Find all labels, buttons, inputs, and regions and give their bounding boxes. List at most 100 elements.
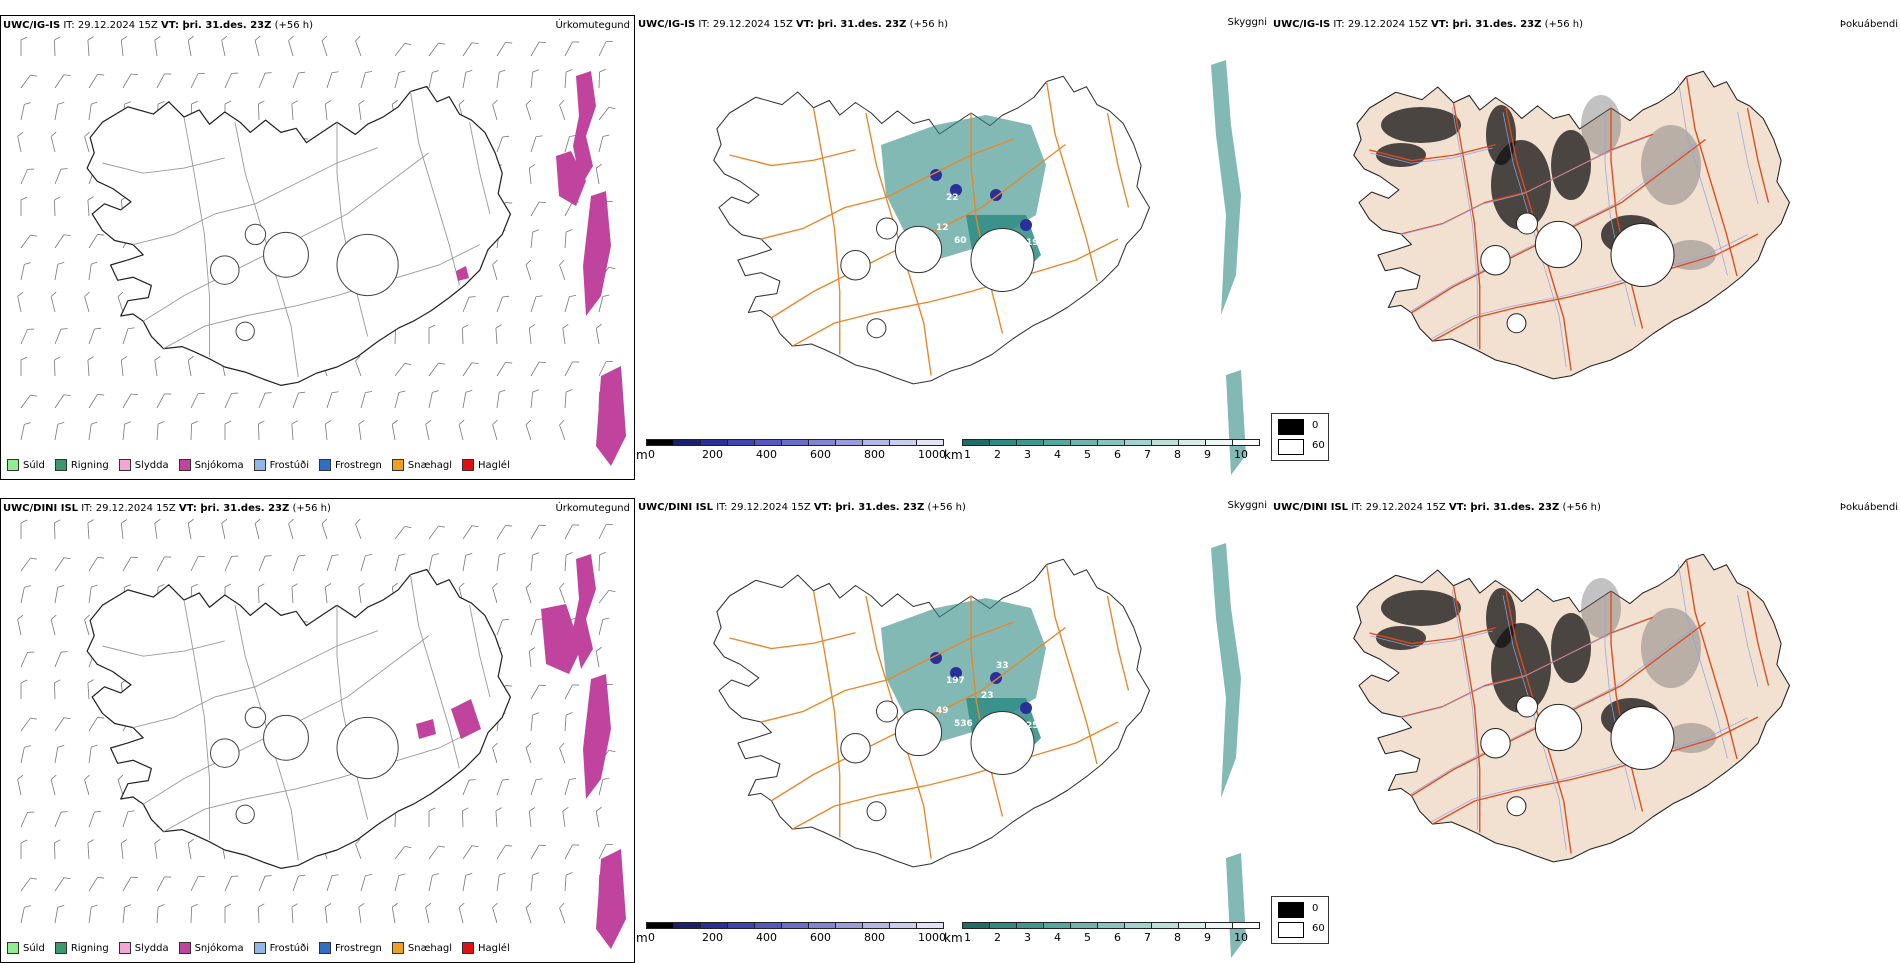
init-time: IT: 29.12.2024 15Z <box>60 20 162 31</box>
legend-item: Snæhagl <box>391 459 453 471</box>
colorbar-tick: 5 <box>1084 448 1091 461</box>
legend-label: Frostregn <box>335 459 382 471</box>
panel-title: Úrkomutegund <box>555 20 630 31</box>
legend-item: Súld <box>7 942 45 954</box>
legend-item: Slydda <box>118 942 169 954</box>
panel-title: Skyggni <box>1227 500 1267 511</box>
visibility-colorbar: km 1 2 3 4 5 6 7 8 9 10 <box>944 439 1269 462</box>
cloud-base-label: 308 <box>1071 746 1090 756</box>
panel-title: Þokuábendi <box>1839 502 1898 513</box>
colorbar-tick: 400 <box>756 448 777 461</box>
colorbar-tick: 7 <box>1144 931 1151 944</box>
cloud-base-label: 15 <box>1071 263 1084 273</box>
fog-indicator-map: UWC/IG-IS IT: 29.12.2024 15Z VT: þri. 31… <box>1271 15 1900 410</box>
init-time: IT: 29.12.2024 15Z <box>1330 19 1432 30</box>
colorbar-tick: 1 <box>964 448 971 461</box>
init-time: IT: 29.12.2024 15Z <box>1348 502 1449 513</box>
legend-item: Frostúði <box>253 459 309 471</box>
panel-header: UWC/DINI ISL IT: 29.12.2024 15Z VT: þri.… <box>638 502 966 513</box>
fog-legend-value: 0 <box>1312 903 1319 914</box>
colorbar-tick: 1 <box>964 931 971 944</box>
cloud-base-label: 920 <box>1056 691 1075 701</box>
model-name: UWC/DINI ISL <box>1273 502 1349 513</box>
cloud-base-label: 27 <box>981 238 994 248</box>
colorbar-tick: 200 <box>702 448 723 461</box>
colorbar-tick: 4 <box>1054 931 1061 944</box>
snow-area <box>573 554 596 669</box>
colorbar-tick: 0 <box>648 931 655 944</box>
panel-title: Skyggni <box>1227 17 1267 28</box>
panel-header: UWC/IG-IS IT: 29.12.2024 15Z VT: þri. 31… <box>3 20 313 31</box>
cloud-base-label: 707 <box>1012 743 1031 753</box>
colorbar-tick: 1000 <box>918 448 946 461</box>
legend-label: Súld <box>23 942 45 954</box>
legend-swatch <box>7 942 19 954</box>
fog-legend: 0 60 <box>1271 413 1329 461</box>
legend-label: Rigning <box>70 459 109 471</box>
legend-label: Snæhagl <box>407 459 453 471</box>
cloud-base-label: 172 <box>981 721 1000 731</box>
colorbar-tick: 9 <box>1204 931 1211 944</box>
legend-label: Snjókoma <box>194 459 244 471</box>
colorbar-tick: 8 <box>1174 931 1181 944</box>
snow-area <box>583 191 611 316</box>
valid-time: VT: þri. 31.des. 23Z <box>161 20 272 31</box>
lead-time: (+56 h) <box>924 502 966 513</box>
cloud-base-label: 547 <box>1031 296 1050 306</box>
cloud-base-label: 335 <box>1012 260 1031 270</box>
legend-label: Slydda <box>134 942 169 954</box>
legend-item: Frostúði <box>253 942 309 954</box>
colorbar-unit: km <box>944 448 963 462</box>
cloud-base-label: 12 <box>936 223 949 233</box>
legend-label: Snæhagl <box>407 942 453 954</box>
panel-header: UWC/IG-IS IT: 29.12.2024 15Z VT: þri. 31… <box>638 19 948 30</box>
snow-area <box>541 604 581 674</box>
panel-header: UWC/DINI ISL IT: 29.12.2024 15Z VT: þri.… <box>3 503 331 514</box>
cloud-base-label: 22 <box>946 193 959 203</box>
precip-legend: Súld Rigning Slydda Snjókoma Frostúði Frostre… <box>7 942 510 954</box>
visibility-colorbar: km 1 2 3 4 5 6 7 8 9 10 <box>944 922 1269 945</box>
colorbar-tick: 2 <box>994 931 1001 944</box>
panel-title: Úrkomutegund <box>555 503 630 514</box>
colorbar-tick: 7 <box>1144 448 1151 461</box>
legend-item: Snæhagl <box>391 942 453 954</box>
cloud-base-label: 42 <box>1056 208 1069 218</box>
cloud-base-label: 571 <box>1076 143 1095 153</box>
valid-time: VT: þri. 31.des. 23Z <box>178 503 290 514</box>
init-time: IT: 29.12.2024 15Z <box>713 502 814 513</box>
legend-swatch <box>391 942 404 954</box>
fog-indicator-map: UWC/DINI ISL IT: 29.12.2024 15Z VT: þri.… <box>1271 498 1900 893</box>
precip-legend: Súld Rigning Slydda Snjókoma Frostúði Frostre… <box>7 459 510 471</box>
legend-swatch <box>54 942 67 954</box>
colorbar-tick: 6 <box>1114 931 1121 944</box>
cloud-base-label: 19 <box>1026 238 1039 248</box>
legend-item: Súld <box>7 459 45 471</box>
legend-label: Frostúði <box>269 942 309 954</box>
legend-label: Frostúði <box>269 459 309 471</box>
init-time: IT: 29.12.2024 15Z <box>695 19 797 30</box>
model-name: UWC/DINI ISL <box>3 503 79 514</box>
panel-header: UWC/DINI ISL IT: 29.12.2024 15Z VT: þri.… <box>1273 502 1601 513</box>
panel-header: UWC/IG-IS IT: 29.12.2024 15Z VT: þri. 31… <box>1273 19 1583 30</box>
valid-time: VT: þri. 31.des. 23Z <box>1431 19 1542 30</box>
cloud-base-label: 187 <box>1031 779 1050 789</box>
lead-time: (+56 h) <box>1559 502 1601 513</box>
colorbar-tick: 4 <box>1054 448 1061 461</box>
legend-swatch <box>178 459 191 471</box>
legend-label: Frostregn <box>335 942 382 954</box>
cloud-base-label: 33 <box>996 661 1009 671</box>
cloud-base-label: 750 <box>1076 626 1095 636</box>
colorbar-tick: 800 <box>864 448 885 461</box>
fog-legend-value: 60 <box>1312 923 1325 934</box>
colorbar-tick: 1000 <box>918 931 946 944</box>
legend-swatch <box>391 459 404 471</box>
cloud-base-label: 23 <box>981 691 994 701</box>
colorbar-tick: 5 <box>1084 931 1091 944</box>
snow-area <box>596 366 626 466</box>
precip-type-map: UWC/DINI ISL IT: 29.12.2024 15Z VT: þri.… <box>0 498 635 963</box>
snow-area <box>583 674 611 799</box>
valid-time: VT: þri. 31.des. 23Z <box>1448 502 1560 513</box>
legend-swatch <box>462 942 475 954</box>
legend-item: Haglél <box>462 459 510 471</box>
legend-item: Snjókoma <box>178 459 244 471</box>
